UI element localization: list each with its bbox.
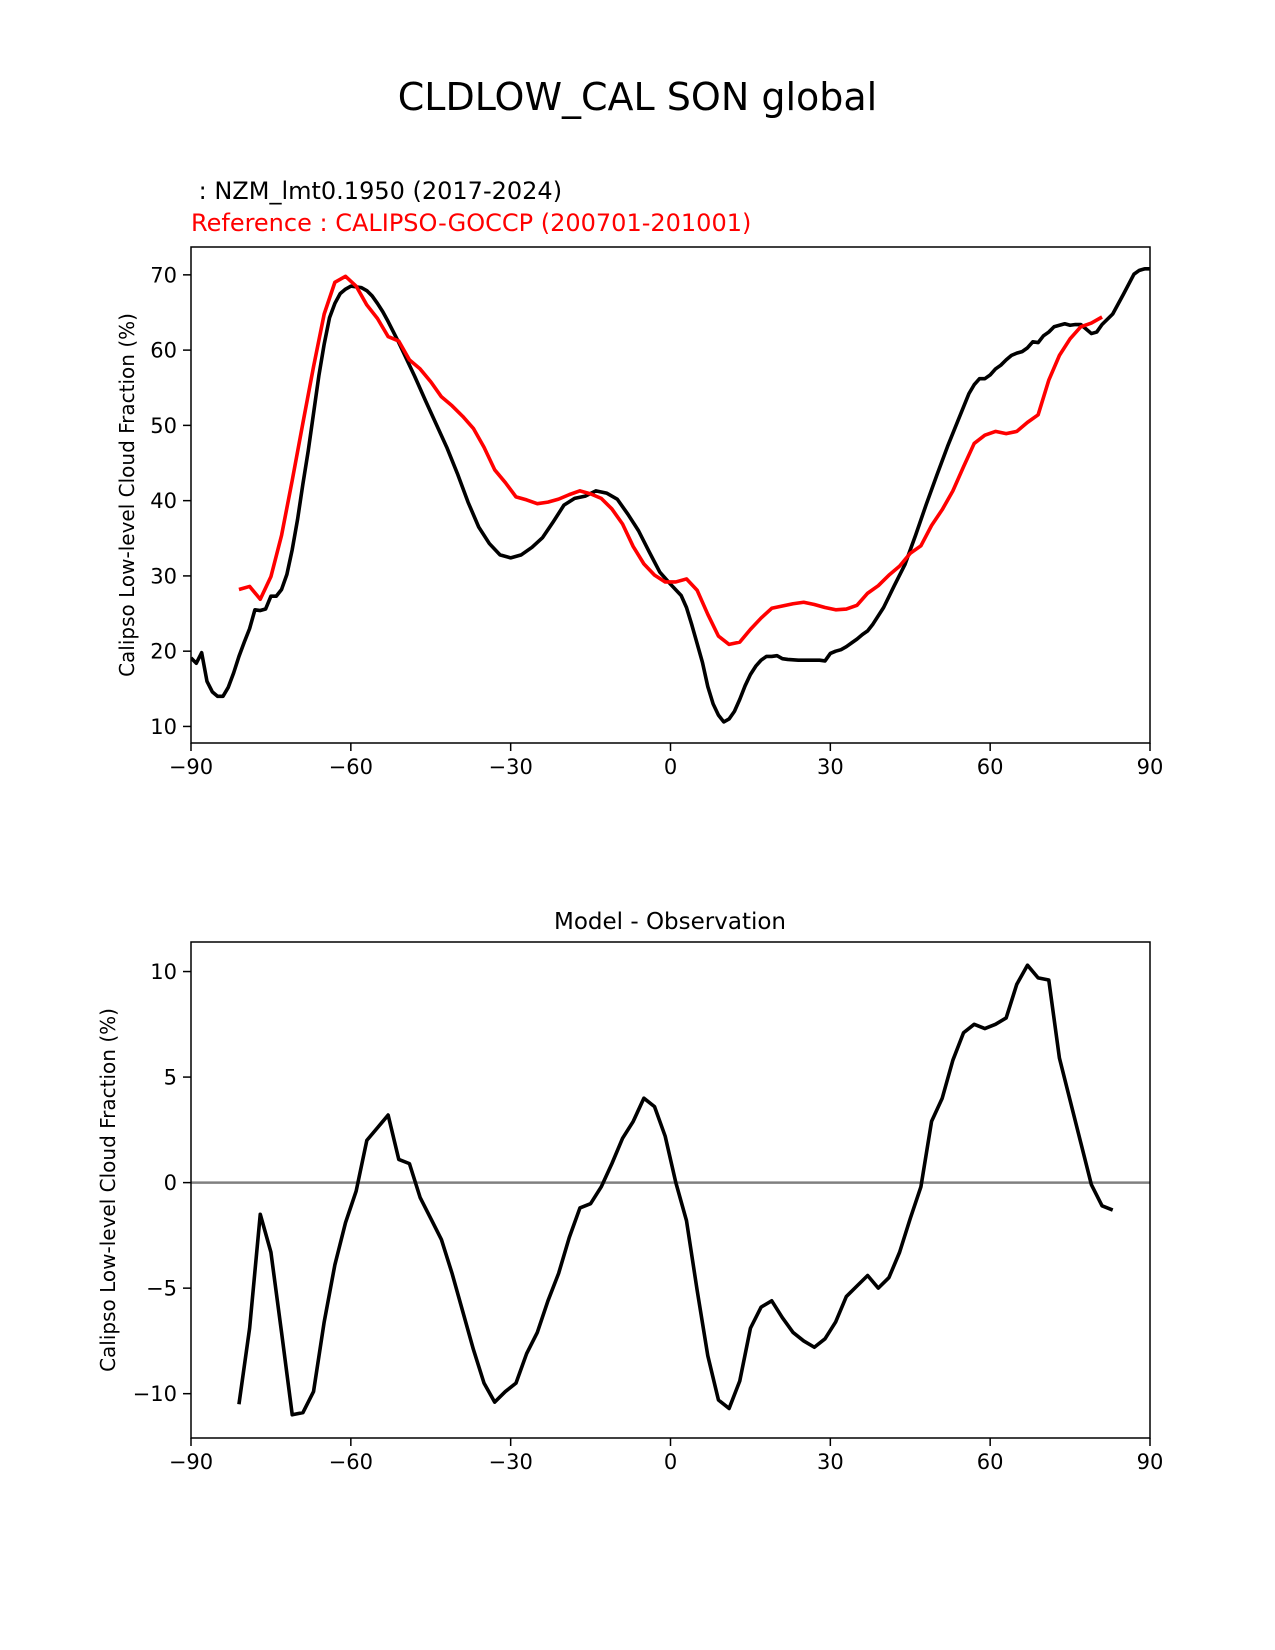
y-tick-label: 5 [164, 1066, 177, 1090]
figure-title: CLDLOW_CAL SON global [398, 75, 877, 119]
y-tick-label: 50 [150, 414, 177, 438]
bottom-panel-axes: −90 −60 −30 0 30 60 90 −10 −5 0 5 10 [133, 960, 1164, 1474]
series-line-0 [191, 267, 1150, 724]
bottom-panel-series [191, 963, 1150, 1417]
y-tick-label: 70 [150, 263, 177, 287]
top-panel-axes: −90 −60 −30 0 30 60 90 10 20 30 40 50 60 70 [150, 263, 1163, 779]
y-tick-label: −10 [133, 1382, 177, 1406]
x-tick-label: 30 [817, 755, 844, 779]
bottom-panel-ylabel: Calipso Low-level Cloud Fraction (%) [96, 1008, 120, 1372]
y-tick-label: 30 [150, 564, 177, 588]
series-line-0 [237, 963, 1114, 1417]
y-tick-label: 10 [150, 715, 177, 739]
y-tick-label: −5 [146, 1277, 177, 1301]
x-tick-label: −30 [489, 1450, 533, 1474]
y-tick-label: 0 [164, 1171, 177, 1195]
y-tick-label: 60 [150, 339, 177, 363]
top-panel-ylabel: Calipso Low-level Cloud Fraction (%) [115, 313, 139, 677]
x-tick-label: −60 [329, 755, 373, 779]
x-tick-label: −30 [489, 755, 533, 779]
top-panel: −90 −60 −30 0 30 60 90 10 20 30 40 50 60 70 Calipso L… [115, 246, 1163, 779]
model-label: : NZM_lmt0.1950 (2017-2024) [191, 177, 562, 205]
bottom-panel-title: Model - Observation [554, 909, 786, 935]
y-tick-label: 10 [150, 960, 177, 984]
x-tick-label: 0 [664, 755, 677, 779]
x-tick-label: −90 [169, 755, 213, 779]
x-tick-label: −60 [329, 1450, 373, 1474]
series-line-1 [238, 274, 1103, 647]
x-tick-label: 30 [817, 1450, 844, 1474]
x-tick-label: 90 [1137, 1450, 1164, 1474]
x-tick-label: −90 [169, 1450, 213, 1474]
reference-label: Reference : CALIPSO-GOCCP (200701-201001… [191, 209, 751, 237]
y-tick-label: 40 [150, 489, 177, 513]
y-tick-label: 20 [150, 640, 177, 664]
x-tick-label: 60 [977, 755, 1004, 779]
bottom-panel: Model - Observation −90 −60 −30 0 30 60 90−10−… [96, 909, 1163, 1474]
x-tick-label: 60 [977, 1450, 1004, 1474]
top-panel-series [191, 267, 1150, 724]
x-tick-label: 0 [664, 1450, 677, 1474]
x-tick-label: 90 [1137, 755, 1164, 779]
